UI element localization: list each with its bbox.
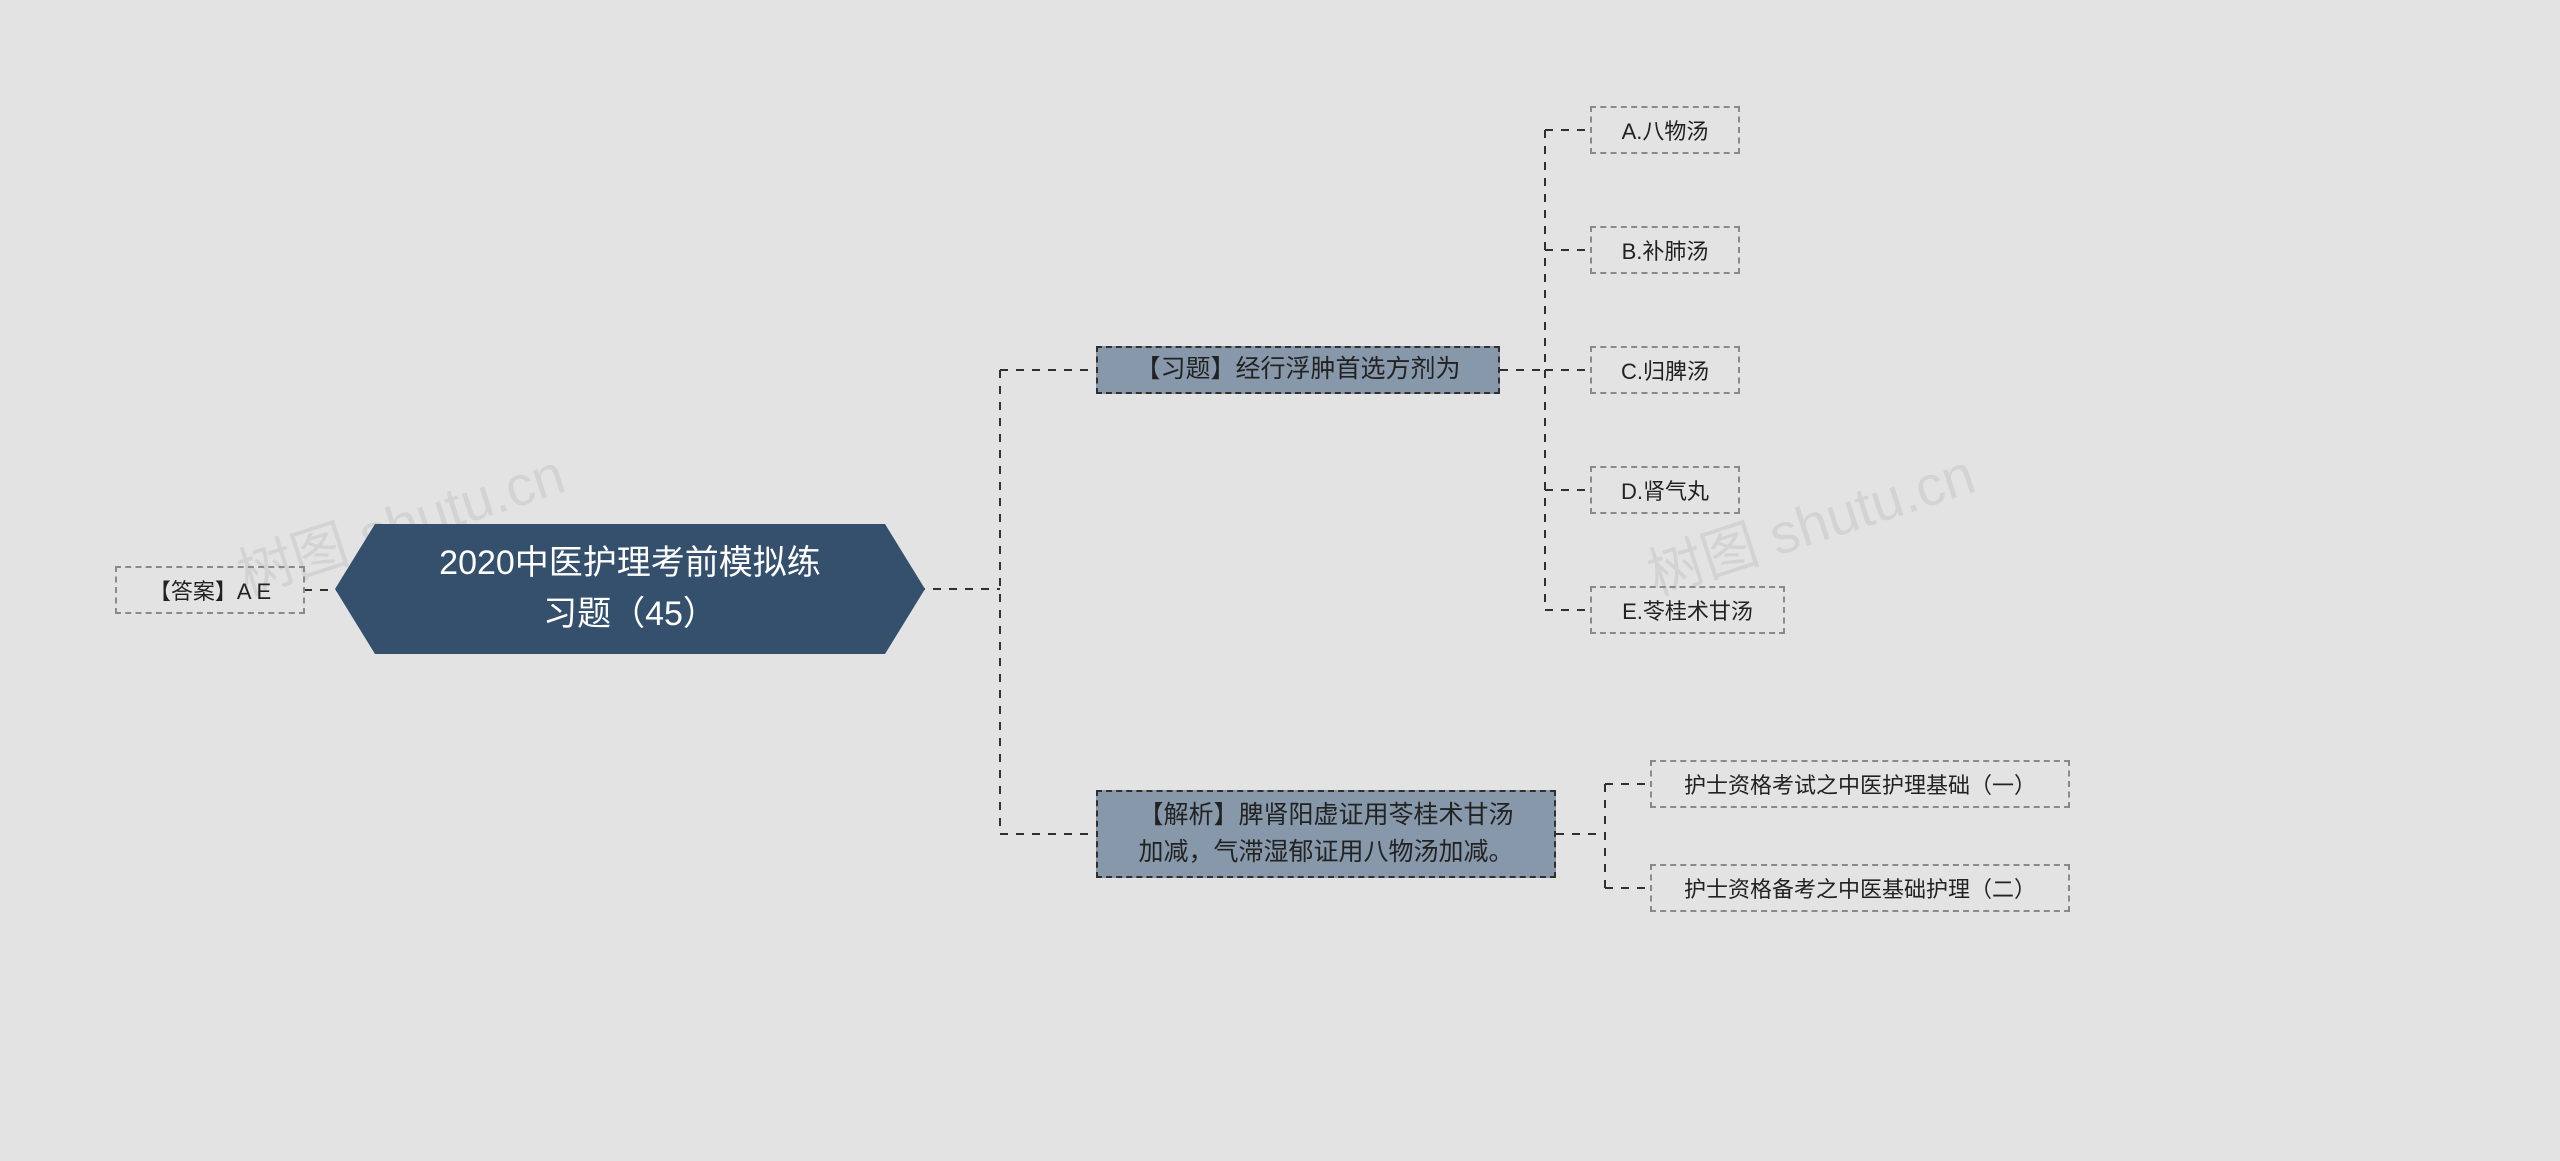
question-node: 【习题】经行浮肿首选方剂为: [1096, 346, 1500, 394]
root-line1: 2020中医护理考前模拟练: [439, 544, 821, 582]
analysis-line1: 【解析】脾肾阳虚证用苓桂术甘汤: [1138, 801, 1513, 829]
root-line2: 习题（45）: [543, 595, 717, 633]
root-right-cut: [885, 524, 925, 654]
analysis-node: 【解析】脾肾阳虚证用苓桂术甘汤 加减，气滞湿郁证用八物汤加减。: [1096, 790, 1556, 878]
answer-node: 【答案】A E: [115, 566, 305, 614]
link-1: 护士资格考试之中医护理基础（一）: [1650, 760, 2070, 808]
link-2: 护士资格备考之中医基础护理（二）: [1650, 864, 2070, 912]
root-node: 2020中医护理考前模拟练 习题（45）: [375, 524, 885, 654]
watermark-2: 树图 shutu.cn: [1636, 430, 1984, 612]
option-e: E.苓桂术甘汤: [1590, 586, 1785, 634]
option-b: B.补肺汤: [1590, 226, 1740, 274]
option-d: D.肾气丸: [1590, 466, 1740, 514]
option-c: C.归脾汤: [1590, 346, 1740, 394]
option-a: A.八物汤: [1590, 106, 1740, 154]
analysis-line2: 加减，气滞湿郁证用八物汤加减。: [1138, 838, 1513, 866]
root-left-cut: [335, 524, 375, 654]
